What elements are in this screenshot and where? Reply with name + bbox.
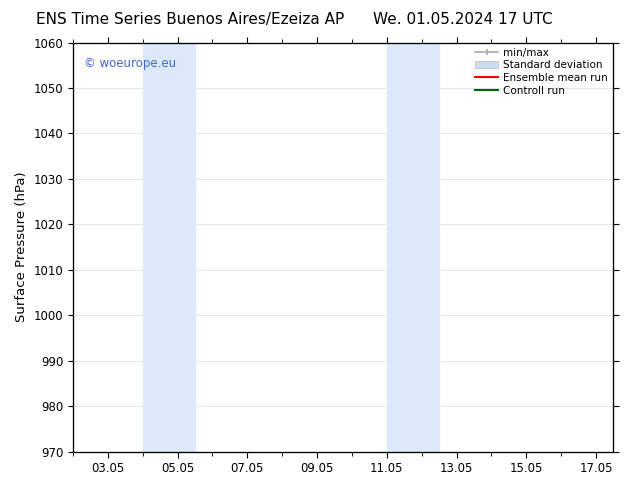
Text: ENS Time Series Buenos Aires/Ezeiza AP: ENS Time Series Buenos Aires/Ezeiza AP — [36, 12, 344, 27]
Text: © woeurope.eu: © woeurope.eu — [84, 57, 176, 70]
Legend: min/max, Standard deviation, Ensemble mean run, Controll run: min/max, Standard deviation, Ensemble me… — [472, 45, 611, 99]
Y-axis label: Surface Pressure (hPa): Surface Pressure (hPa) — [15, 172, 28, 322]
Bar — [143, 43, 195, 452]
Bar — [387, 43, 439, 452]
Text: We. 01.05.2024 17 UTC: We. 01.05.2024 17 UTC — [373, 12, 553, 27]
